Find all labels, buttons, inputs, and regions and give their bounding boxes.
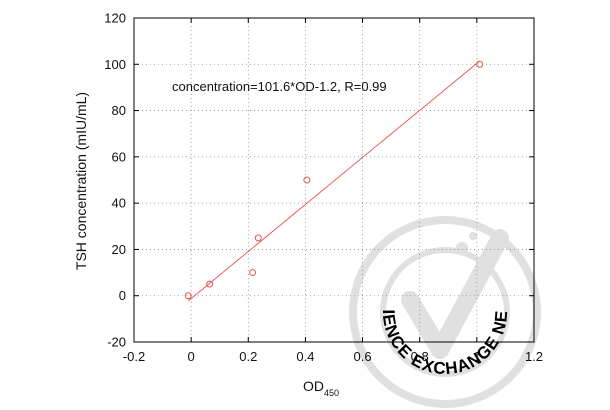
data-point: [249, 269, 257, 277]
y-tick-label: -20: [107, 335, 126, 350]
data-point: [476, 60, 484, 68]
watermark-outer-ring: [349, 216, 541, 408]
y-tick-label: 40: [112, 196, 126, 211]
grid: [134, 18, 534, 342]
x-axis-title-subscript: 450: [324, 388, 339, 398]
y-tick-label: 100: [104, 57, 126, 72]
y-tick-label: 20: [112, 242, 126, 257]
y-tick-label: 120: [104, 11, 126, 26]
x-axis-title: OD450: [303, 378, 339, 398]
axis-ticks: -0.2 0 0.2 0.4 0.6 0.8 1 1.2 -20 0 20 40 60 80 100 120: [104, 11, 543, 365]
watermark-bubble-large: [456, 242, 468, 254]
x-tick-label: 1.2: [525, 349, 543, 364]
x-tick-label: 0.2: [239, 349, 257, 364]
watermark-inner-ring: [380, 247, 510, 377]
fit-equation-annotation: concentration=101.6*OD-1.2, R=0.99: [172, 79, 387, 94]
x-tick-label: -0.2: [123, 349, 145, 364]
data-point: [206, 280, 214, 288]
checkmark-flask-icon: [401, 229, 509, 359]
data-layer: [184, 60, 484, 302]
x-tick-label: 0.6: [354, 349, 372, 364]
y-tick-label: 0: [119, 288, 126, 303]
y-tick-label: 60: [112, 149, 126, 164]
fit-line: [187, 60, 481, 302]
watermark-bubble-small: [469, 232, 477, 240]
x-axis-title-main: OD: [303, 378, 324, 394]
x-tick-label: 1: [473, 349, 480, 364]
data-point: [303, 176, 311, 184]
data-point: [184, 292, 192, 300]
y-tick-label: 80: [112, 103, 126, 118]
y-axis-title: TSH concentration (mIU/mL): [73, 92, 89, 270]
x-tick-label: 0: [188, 349, 195, 364]
x-tick-label: 0.4: [296, 349, 314, 364]
data-point: [254, 234, 262, 242]
plot-frame: [133, 17, 535, 343]
x-tick-label: 0.8: [411, 349, 429, 364]
